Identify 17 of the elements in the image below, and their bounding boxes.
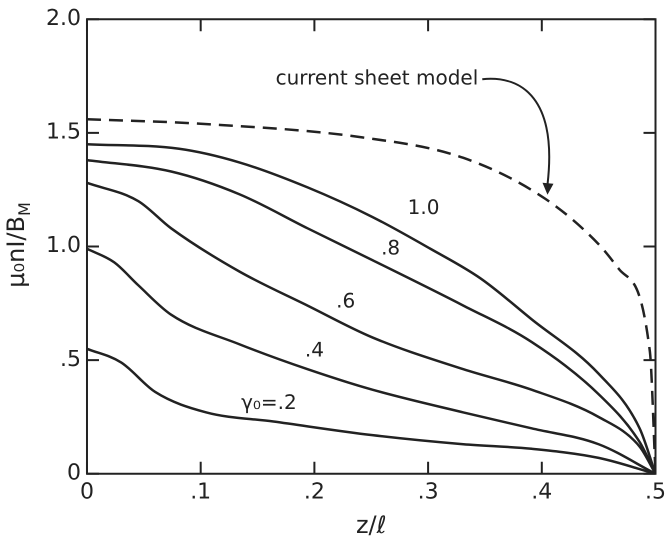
y-tick-label: .5: [60, 346, 81, 372]
series-label: .4: [304, 338, 324, 362]
series-label: current sheet model: [276, 65, 478, 90]
y-tick-label: 2.0: [46, 6, 81, 31]
y-tick-label: 1.5: [46, 120, 81, 145]
x-tick-label: .2: [304, 480, 325, 505]
series-label: 1.0: [408, 195, 440, 220]
x-tick-label: .1: [190, 480, 212, 505]
y-tick-label: 1.0: [46, 233, 81, 258]
x-tick-label: .5: [645, 480, 666, 505]
series-label: .8: [381, 235, 400, 260]
x-tick-label: .3: [418, 480, 439, 505]
series-label: γ₀=.2: [241, 390, 297, 414]
series-label: .6: [336, 288, 356, 313]
x-axis-title: z/ℓ: [356, 510, 387, 539]
y-tick-label: 0: [66, 460, 81, 486]
x-tick-label: .4: [531, 480, 552, 505]
